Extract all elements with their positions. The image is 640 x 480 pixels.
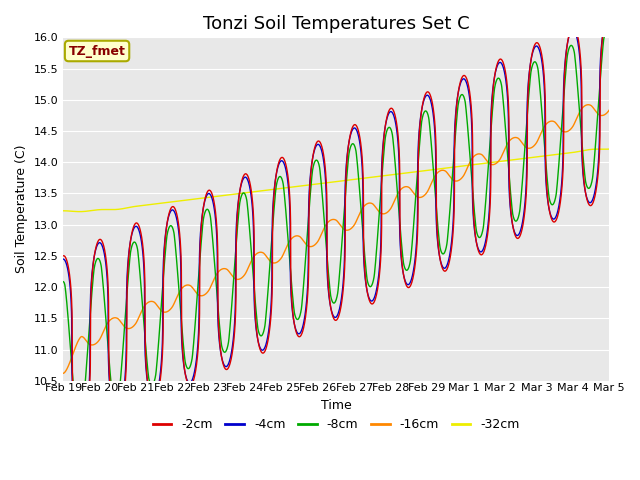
-8cm [516,210,524,216]
Line: -4cm: -4cm [63,0,640,432]
-8cm [76,415,83,420]
-16cm [159,309,167,315]
-4cm [490,79,497,85]
-16cm [490,162,497,168]
-4cm [507,209,515,215]
-32cm [490,159,497,165]
-4cm [436,256,444,262]
-16cm [436,168,444,174]
-32cm [60,208,67,214]
Text: TZ_fmet: TZ_fmet [68,45,125,58]
-2cm [448,244,456,250]
-32cm [448,165,456,170]
Title: Tonzi Soil Temperatures Set C: Tonzi Soil Temperatures Set C [203,15,470,33]
-8cm [490,93,497,98]
-8cm [507,192,515,197]
-4cm [77,429,84,435]
Y-axis label: Soil Temperature (C): Soil Temperature (C) [15,145,28,273]
-8cm [436,244,444,250]
Line: -32cm: -32cm [63,147,640,212]
-2cm [507,206,515,212]
-32cm [507,157,515,163]
-4cm [60,256,67,262]
-2cm [436,256,444,262]
-16cm [507,137,515,143]
-32cm [516,156,524,162]
-8cm [60,279,67,285]
Line: -2cm: -2cm [63,0,640,435]
-8cm [160,271,168,277]
-32cm [436,166,444,172]
-2cm [490,80,497,85]
-4cm [448,238,456,243]
-2cm [60,253,67,259]
-8cm [448,183,456,189]
-16cm [515,136,523,142]
-4cm [516,230,524,236]
-2cm [160,265,168,271]
-4cm [160,255,168,261]
Line: -8cm: -8cm [63,9,640,418]
-2cm [77,432,84,438]
-16cm [448,176,456,181]
-32cm [76,209,83,215]
-32cm [160,200,168,206]
-32cm [625,144,633,150]
Line: -16cm: -16cm [63,76,640,373]
Legend: -2cm, -4cm, -8cm, -16cm, -32cm: -2cm, -4cm, -8cm, -16cm, -32cm [148,413,525,436]
-2cm [516,234,524,240]
-16cm [60,371,67,376]
X-axis label: Time: Time [321,399,351,412]
